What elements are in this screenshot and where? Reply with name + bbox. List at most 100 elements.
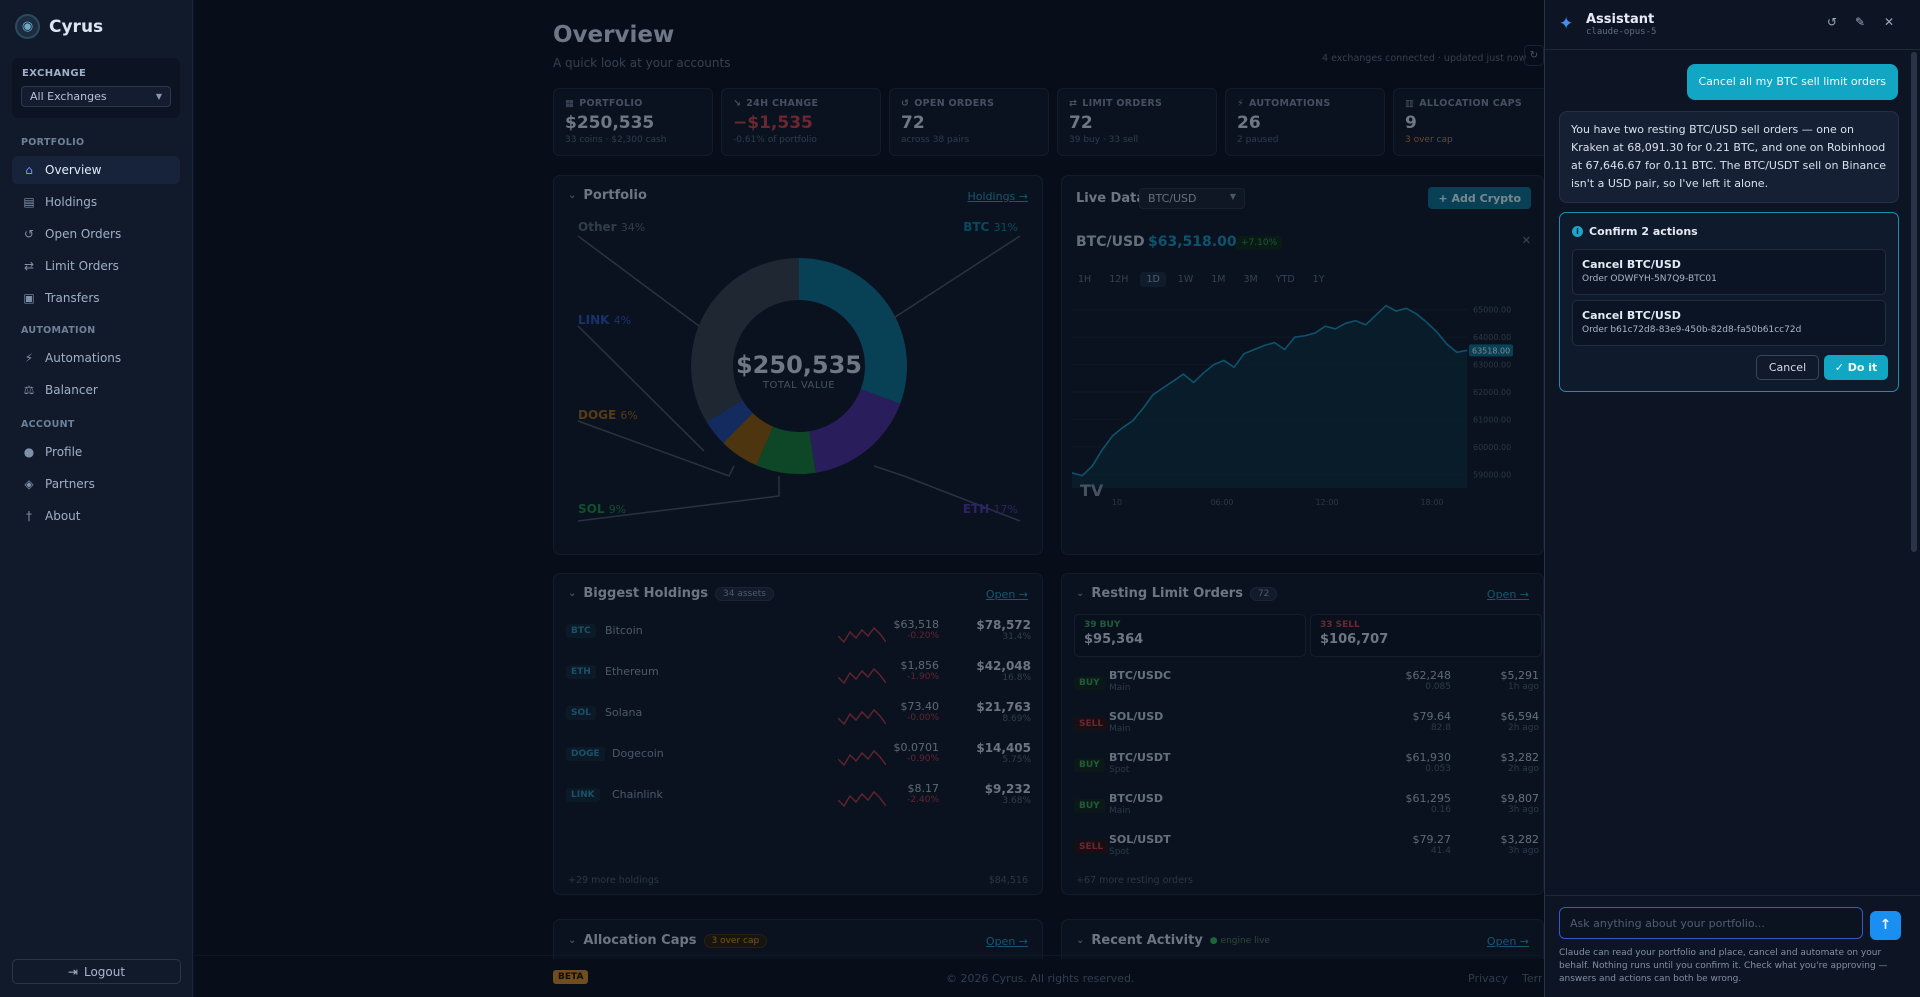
history-icon[interactable]: ↺: [1827, 15, 1838, 29]
order-row[interactable]: SELL SOL/USD Main $79.64 82.8 $6,594 2h ago: [1074, 708, 1539, 746]
history-icon: ↺: [23, 227, 35, 241]
pair-select[interactable]: BTC/USD ▼: [1139, 188, 1245, 209]
price-change: -0.90%: [907, 754, 939, 764]
tab-3m[interactable]: 3M: [1243, 274, 1258, 285]
assistant-model: claude-opus-5: [1586, 27, 1657, 37]
value: $3,282: [1500, 833, 1540, 846]
buy-summary: 39 BUY $95,364: [1074, 614, 1306, 657]
tab-1m[interactable]: 1M: [1211, 274, 1226, 285]
page-subtitle: A quick look at your accounts: [553, 56, 731, 70]
message-input[interactable]: Ask anything about your portfolio...: [1559, 907, 1863, 939]
stat-value: 72: [901, 113, 925, 133]
sell-summary: 33 SELL $106,707: [1310, 614, 1542, 657]
refresh-button[interactable]: ↻: [1524, 45, 1544, 66]
assistant-header: ✦ Assistant claude-opus-5 ↺ ✎ ✕: [1545, 0, 1920, 50]
caps-open-link[interactable]: Open →: [985, 935, 1028, 948]
privacy-link[interactable]: Privacy: [1468, 972, 1508, 985]
slice-doge[interactable]: [723, 413, 774, 466]
tab-1d[interactable]: 1D: [1140, 272, 1166, 287]
price: $79.64: [1412, 710, 1452, 723]
stat-open-orders[interactable]: ↺ OPEN ORDERS 72 across 38 pairs: [889, 88, 1049, 156]
slice-link[interactable]: [706, 400, 753, 443]
asset-value: $78,572 31.4%: [976, 618, 1031, 642]
card-title[interactable]: ⌄ Recent Activity ● engine live: [1076, 933, 1270, 948]
card-title[interactable]: ⌄ Resting Limit Orders 72: [1076, 586, 1278, 601]
order-row[interactable]: BUY BTC/USDT Spot $61,930 0.053 $3,282 2h a…: [1074, 749, 1539, 787]
order-value: $9,807 3h ago: [1501, 792, 1540, 815]
sidebar-item-about[interactable]: † About: [12, 502, 180, 530]
sidebar-item-holdings[interactable]: ▤ Holdings: [12, 188, 180, 216]
stat-automations[interactable]: ⚡ AUTOMATIONS 26 2 paused: [1225, 88, 1385, 156]
home-icon: ⌂: [25, 163, 33, 177]
terms-link[interactable]: Terms: [1522, 972, 1542, 985]
do-it-button[interactable]: ✓ Do it: [1824, 355, 1888, 380]
tab-1w[interactable]: 1W: [1177, 274, 1194, 285]
sidebar-item-balancer[interactable]: ⚖ Balancer: [12, 376, 180, 404]
plus-icon: +: [1438, 191, 1448, 205]
slice-other[interactable]: [691, 258, 799, 422]
order-row[interactable]: BUY BTC/USDC Main $62,248 0.085 $5,291 1h a…: [1074, 667, 1539, 705]
stat-portfolio[interactable]: ▦ PORTFOLIO $250,535 33 coins · $2,300 cash: [553, 88, 713, 156]
tab-12h[interactable]: 12H: [1109, 274, 1129, 285]
stat-allocation-caps[interactable]: ▥ ALLOCATION CAPS 9 3 over cap: [1393, 88, 1553, 156]
close-chart-icon[interactable]: ✕: [1521, 234, 1531, 247]
card-title[interactable]: ⌄ Portfolio: [568, 188, 647, 203]
assistant-title: Assistant: [1586, 12, 1655, 27]
age: 2h ago: [1507, 723, 1539, 733]
slice-sol[interactable]: [756, 426, 816, 475]
trend-down-icon: ↘: [733, 98, 742, 109]
orders-more[interactable]: +67 more resting orders: [1076, 875, 1193, 886]
sidebar-item-limit-orders[interactable]: ⇄ Limit Orders: [12, 252, 180, 280]
brand[interactable]: ◉ Cyrus: [15, 14, 103, 39]
edit-icon[interactable]: ✎: [1855, 15, 1866, 29]
slice-eth[interactable]: [809, 389, 901, 473]
add-crypto-button[interactable]: + Add Crypto: [1428, 187, 1531, 209]
sidebar-item-label: Holdings: [45, 195, 98, 209]
holding-row[interactable]: DOGE Dogecoin $0.0701 -0.90% $14,405 5.75%: [566, 741, 1031, 775]
holdings-link[interactable]: Holdings →: [967, 190, 1029, 203]
chevron-down-icon: ⌄: [568, 588, 577, 599]
sidebar-item-label: Open Orders: [45, 227, 122, 241]
send-button[interactable]: ↑: [1870, 911, 1901, 940]
add-crypto-label: Add Crypto: [1451, 191, 1521, 205]
swap-icon: ⇄: [1069, 98, 1078, 109]
limit-orders-open-link[interactable]: Open →: [1486, 588, 1529, 601]
order-row[interactable]: BUY BTC/USD Main $61,295 0.16 $9,807 3h ago: [1074, 790, 1539, 828]
holding-row[interactable]: BTC Bitcoin $63,518 -0.20% $78,572 31.4%: [566, 618, 1031, 652]
card-title[interactable]: ⌄ Allocation Caps 3 over cap: [568, 933, 768, 948]
sidebar-item-automations[interactable]: ⚡ Automations: [12, 344, 180, 372]
exchange-select[interactable]: All Exchanges ▼: [21, 86, 171, 107]
close-icon[interactable]: ✕: [1884, 15, 1895, 29]
user-message: Cancel all my BTC sell limit orders: [1686, 64, 1898, 100]
holding-row[interactable]: SOL Solana $73.40 -0.00% $21,763 8.69%: [566, 700, 1031, 734]
tab-1y[interactable]: 1Y: [1312, 274, 1325, 285]
scrollbar[interactable]: [1911, 52, 1917, 552]
order-row[interactable]: SELL SOL/USDT Spot $79.27 41.4 $3,282 3h ag…: [1074, 831, 1539, 869]
sidebar-item-transfers[interactable]: ▣ Transfers: [12, 284, 180, 312]
age: 2h ago: [1507, 764, 1539, 774]
stat-label: OPEN ORDERS: [914, 98, 995, 109]
logout-button[interactable]: ⇥ Logout: [12, 959, 181, 984]
sidebar-item-open-orders[interactable]: ↺ Open Orders: [12, 220, 180, 248]
side-badge: BUY: [1074, 676, 1105, 690]
holdings-open-link[interactable]: Open →: [985, 588, 1028, 601]
tab-1h[interactable]: 1H: [1078, 274, 1092, 285]
stat-24h-change[interactable]: ↘ 24H CHANGE −$1,535 -0.61% of portfolio: [721, 88, 881, 156]
legend-other: Other 34%: [578, 220, 645, 234]
stat-limit-orders[interactable]: ⇄ LIMIT ORDERS 72 39 buy · 33 sell: [1057, 88, 1217, 156]
holding-row[interactable]: ETH Ethereum $1,856 -1.90% $42,048 16.8%: [566, 659, 1031, 693]
slice-btc[interactable]: [799, 258, 907, 404]
holding-row[interactable]: LINK Chainlink $8.17 -2.40% $9,232 3.68%: [566, 782, 1031, 816]
holdings-more[interactable]: +29 more holdings: [568, 875, 659, 886]
value: $9,232: [984, 782, 1031, 796]
cancel-button[interactable]: Cancel: [1756, 355, 1819, 380]
activity-open-link[interactable]: Open →: [1486, 935, 1529, 948]
sidebar-item-overview[interactable]: ⌂ Overview: [12, 156, 180, 184]
card-title[interactable]: ⌄ Biggest Holdings 34 assets: [568, 586, 774, 601]
tab-ytd[interactable]: YTD: [1275, 274, 1295, 285]
exchange: Main: [1109, 683, 1131, 693]
sidebar-item-partners[interactable]: ◈ Partners: [12, 470, 180, 498]
side-badge: BUY: [1074, 799, 1105, 813]
sidebar-item-profile[interactable]: ● Profile: [12, 438, 180, 466]
price-chart[interactable]: 65000.00 64000.00 63000.00 62000.00 61000.00…: [1062, 176, 1545, 556]
